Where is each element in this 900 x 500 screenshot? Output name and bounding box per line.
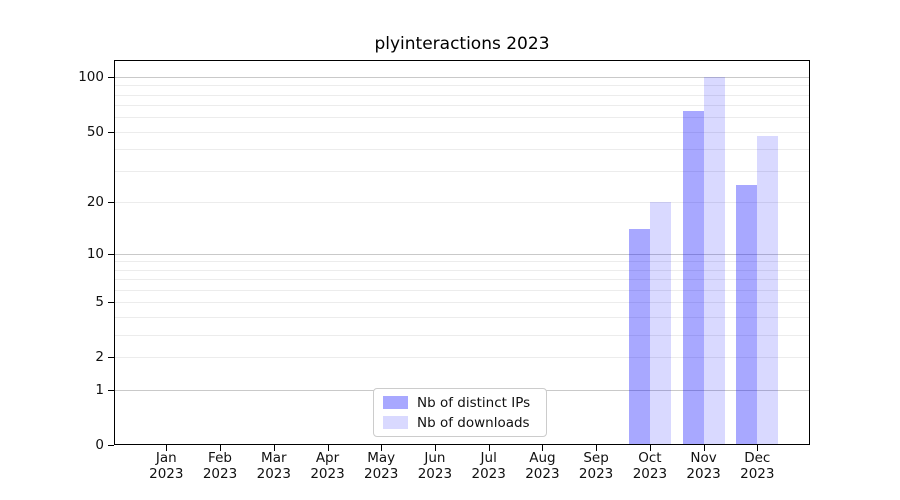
legend-swatch-distinct-ips <box>383 396 408 409</box>
y-tick-mark-5 <box>108 302 114 304</box>
x-tick-year: 2023 <box>525 465 560 482</box>
y-tick-label-0: 0 <box>95 437 104 453</box>
y-tick-label-10: 10 <box>86 245 104 262</box>
gridline-minor-8 <box>114 269 810 271</box>
x-tick-mark-mar <box>273 445 275 451</box>
x-tick-label-dec: Dec 2023 <box>721 450 793 483</box>
gridline-minor-60 <box>114 117 810 119</box>
legend-row-distinct-ips: Nb of distinct IPs <box>383 395 537 411</box>
x-tick-label-apr: Apr 2023 <box>292 450 364 483</box>
x-tick-year: 2023 <box>149 465 184 482</box>
x-tick-month: May <box>367 450 396 466</box>
x-tick-month: Jun <box>424 450 446 466</box>
y-tick-label-100: 100 <box>78 69 104 85</box>
x-tick-mark-sep <box>596 445 598 451</box>
x-tick-year: 2023 <box>578 465 614 482</box>
x-tick-month: Aug <box>529 450 556 466</box>
gridline-minor-20 <box>114 202 810 204</box>
x-tick-mark-may <box>381 445 383 451</box>
x-tick-mark-feb <box>220 445 221 451</box>
gridline-minor-5 <box>114 302 810 304</box>
bar-distinct-ips-nov <box>682 110 704 445</box>
y-tick-mark-1 <box>108 389 114 391</box>
y-tick-label-2: 2 <box>95 349 104 366</box>
x-tick-year: 2023 <box>740 465 775 482</box>
x-tick-label-oct: Oct 2023 <box>614 450 686 483</box>
x-tick-label-feb: Feb 2023 <box>184 450 256 483</box>
legend-swatch-downloads <box>383 416 408 429</box>
x-tick-year: 2023 <box>471 465 506 482</box>
bar-downloads-oct <box>649 202 671 445</box>
x-tick-mark-jun <box>434 445 436 451</box>
legend-label-distinct-ips: Nb of distinct IPs <box>417 394 531 411</box>
chart-title: plyinteractions 2023 <box>374 34 550 54</box>
gridline-minor-80 <box>114 94 810 96</box>
y-tick-mark-100 <box>108 77 114 78</box>
x-tick-label-aug: Aug 2023 <box>506 450 578 483</box>
y-tick-mark-20 <box>108 202 114 204</box>
x-tick-month: Jul <box>480 450 497 466</box>
x-tick-year: 2023 <box>632 465 668 482</box>
x-tick-year: 2023 <box>364 465 399 482</box>
y-tick-label-50: 50 <box>86 123 104 140</box>
x-tick-mark-aug <box>542 445 544 451</box>
x-tick-year: 2023 <box>202 465 238 482</box>
x-tick-year: 2023 <box>686 465 721 482</box>
x-tick-mark-jul <box>488 445 490 451</box>
x-tick-month: Sep <box>583 450 609 466</box>
y-tick-label-1: 1 <box>95 381 104 398</box>
gridline-minor-6 <box>114 289 810 291</box>
y-tick-mark-2 <box>108 357 114 359</box>
gridline-minor-40 <box>114 148 810 150</box>
y-tick-label-20: 20 <box>86 194 104 211</box>
gridline-major-10 <box>114 253 810 255</box>
x-tick-label-sep: Sep 2023 <box>560 450 632 483</box>
bar-downloads-nov <box>703 77 725 445</box>
x-tick-mark-dec <box>757 445 759 451</box>
bar-distinct-ips-oct <box>628 229 650 445</box>
x-tick-label-may: May 2023 <box>345 450 417 483</box>
x-tick-month: Mar <box>261 450 287 466</box>
y-tick-mark-10 <box>108 253 114 255</box>
x-tick-year: 2023 <box>417 465 453 482</box>
gridline-minor-4 <box>114 316 810 318</box>
gridline-minor-70 <box>114 105 810 107</box>
gridline-minor-9 <box>114 261 810 263</box>
gridline-minor-2 <box>114 357 810 359</box>
x-tick-month: Nov <box>690 450 717 466</box>
bar-distinct-ips-dec <box>736 185 758 445</box>
x-tick-mark-apr <box>327 445 329 451</box>
bar-downloads-dec <box>757 136 779 445</box>
x-tick-year: 2023 <box>310 465 345 482</box>
legend: Nb of distinct IPs Nb of downloads <box>373 388 547 437</box>
y-tick-label-5: 5 <box>95 294 104 311</box>
x-tick-label-mar: Mar 2023 <box>238 450 310 483</box>
gridline-major-100 <box>114 77 810 78</box>
x-tick-label-jul: Jul 2023 <box>453 450 525 483</box>
y-tick-mark-0 <box>108 445 114 446</box>
gridline-minor-50 <box>114 131 810 133</box>
gridline-minor-3 <box>114 334 810 336</box>
legend-label-downloads: Nb of downloads <box>417 414 530 431</box>
gridline-minor-90 <box>114 85 810 87</box>
y-tick-mark-50 <box>108 131 114 133</box>
x-tick-month: Feb <box>208 450 232 466</box>
x-tick-year: 2023 <box>256 465 291 482</box>
x-tick-month: Oct <box>638 450 662 466</box>
x-tick-label-jan: Jan 2023 <box>130 450 202 483</box>
legend-row-downloads: Nb of downloads <box>383 415 537 431</box>
gridline-minor-7 <box>114 279 810 281</box>
x-tick-mark-nov <box>703 445 705 451</box>
x-tick-mark-oct <box>649 445 651 451</box>
gridline-minor-30 <box>114 171 810 173</box>
x-tick-label-nov: Nov 2023 <box>668 450 740 483</box>
x-tick-mark-jan <box>166 445 168 451</box>
x-tick-label-jun: Jun 2023 <box>399 450 471 483</box>
x-tick-month: Apr <box>315 450 340 466</box>
x-tick-month: Jan <box>155 450 177 466</box>
x-tick-month: Dec <box>744 450 771 466</box>
